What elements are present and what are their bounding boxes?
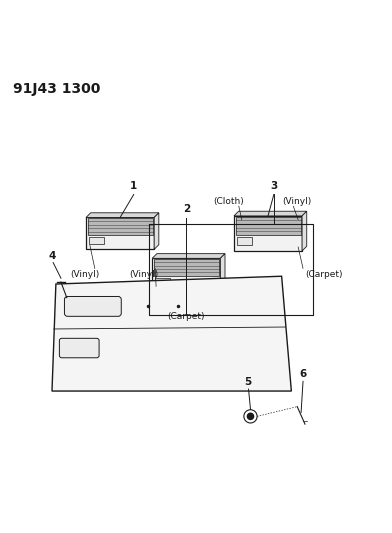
Text: (Vinyl): (Vinyl): [283, 197, 312, 206]
Polygon shape: [234, 216, 302, 251]
Polygon shape: [86, 217, 154, 249]
Polygon shape: [220, 254, 225, 290]
Text: 3: 3: [270, 181, 278, 191]
Bar: [237, 237, 252, 245]
Polygon shape: [302, 211, 307, 251]
Polygon shape: [152, 254, 225, 259]
Text: 5: 5: [244, 377, 251, 387]
Text: (Vinyl): (Vinyl): [129, 270, 158, 279]
Bar: [89, 237, 104, 244]
Text: 91J43 1300: 91J43 1300: [13, 82, 100, 95]
Bar: [155, 278, 170, 285]
Circle shape: [247, 413, 254, 419]
Text: (Vinyl): (Vinyl): [71, 270, 100, 279]
Polygon shape: [236, 216, 301, 235]
Text: 2: 2: [183, 204, 190, 214]
FancyBboxPatch shape: [59, 338, 99, 358]
Text: (Cloth): (Cloth): [214, 197, 245, 206]
Text: (Carpet): (Carpet): [167, 312, 205, 321]
Text: 4: 4: [49, 251, 56, 261]
Text: (Carpet): (Carpet): [305, 270, 343, 279]
Polygon shape: [154, 213, 159, 249]
Polygon shape: [87, 218, 152, 235]
Text: 1: 1: [130, 181, 137, 191]
Polygon shape: [152, 259, 220, 290]
Text: 6: 6: [299, 369, 307, 379]
Polygon shape: [154, 259, 219, 276]
Polygon shape: [86, 213, 159, 217]
Polygon shape: [52, 276, 291, 391]
FancyBboxPatch shape: [64, 296, 121, 316]
Polygon shape: [234, 211, 307, 216]
